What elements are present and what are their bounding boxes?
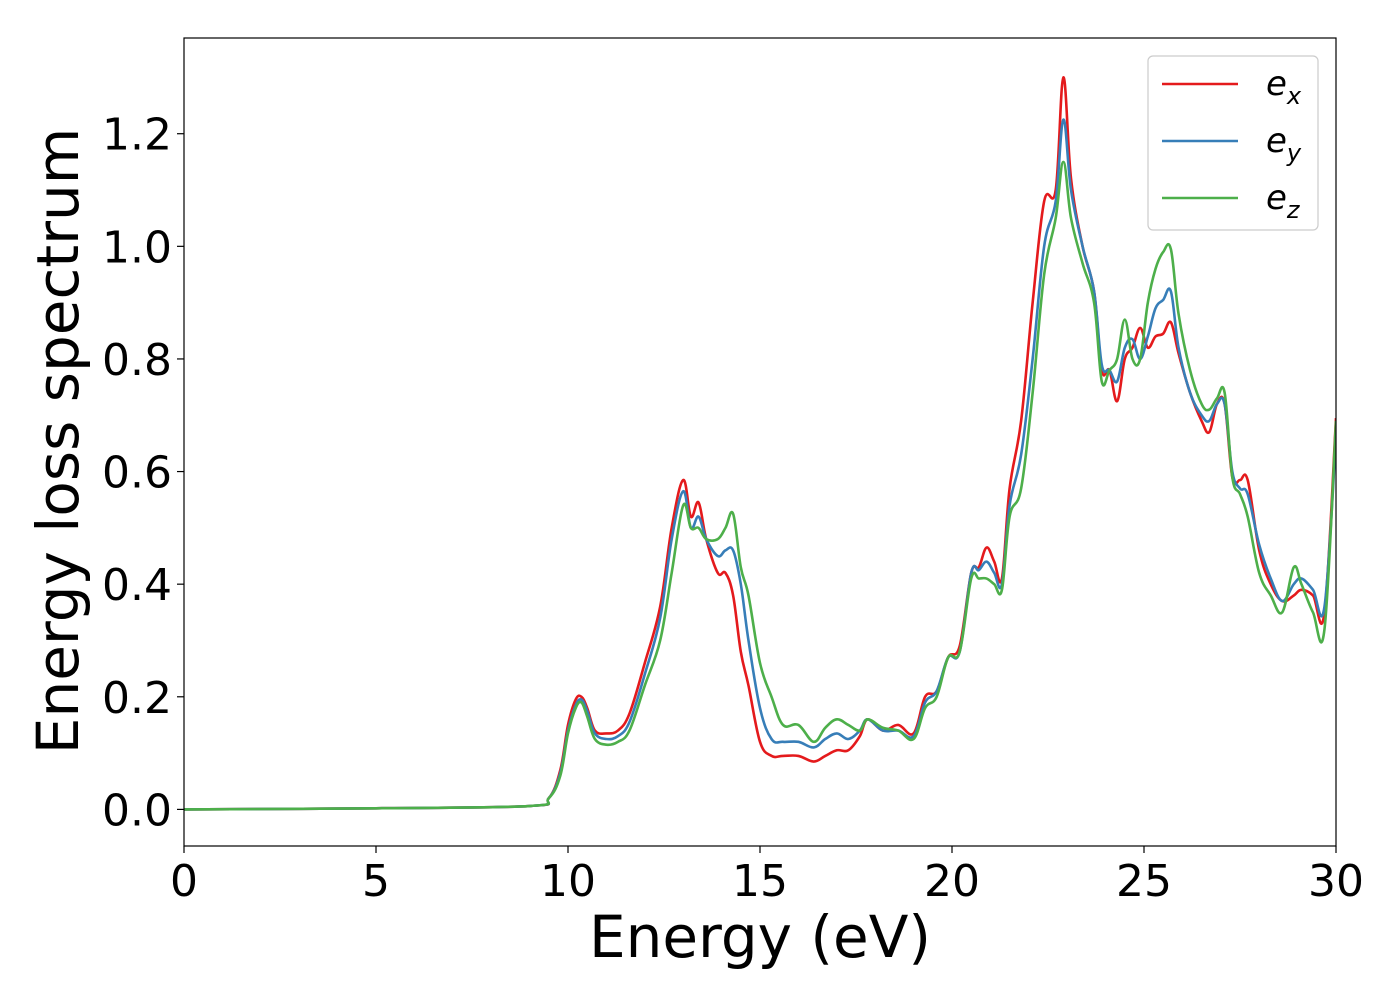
legend-label-e-z: ez [1266,178,1301,224]
legend: ex ey ez [1147,55,1319,231]
x-axis-title: Energy (eV) [589,903,931,971]
y-tick-label: 0.0 [102,785,172,836]
x-tick-label: 20 [924,856,980,907]
legend-label-e-y: ey [1266,121,1302,167]
series-line-e-z [184,160,1336,811]
x-axis-ticks: 0 5 10 15 20 25 30 [170,846,1364,907]
x-tick-label: 5 [362,856,390,907]
x-tick-label: 0 [170,856,198,907]
y-tick-label: 0.8 [102,335,172,386]
y-tick-label: 0.4 [102,560,172,611]
y-axis-ticks: 0.0 0.2 0.4 0.6 0.8 1.0 1.2 [102,110,184,836]
x-tick-label: 10 [540,856,596,907]
y-tick-label: 0.6 [102,448,172,499]
y-tick-label: 1.2 [102,110,172,161]
y-axis-title: Energy loss spectrum [24,128,92,754]
y-tick-label: 1.0 [102,222,172,273]
x-tick-label: 30 [1308,856,1364,907]
series-layer [184,76,1336,811]
y-tick-label: 0.2 [102,673,172,724]
x-tick-label: 15 [732,856,788,907]
legend-label-e-x: ex [1266,64,1302,110]
x-tick-label: 25 [1116,856,1172,907]
legend-box [1147,55,1319,231]
